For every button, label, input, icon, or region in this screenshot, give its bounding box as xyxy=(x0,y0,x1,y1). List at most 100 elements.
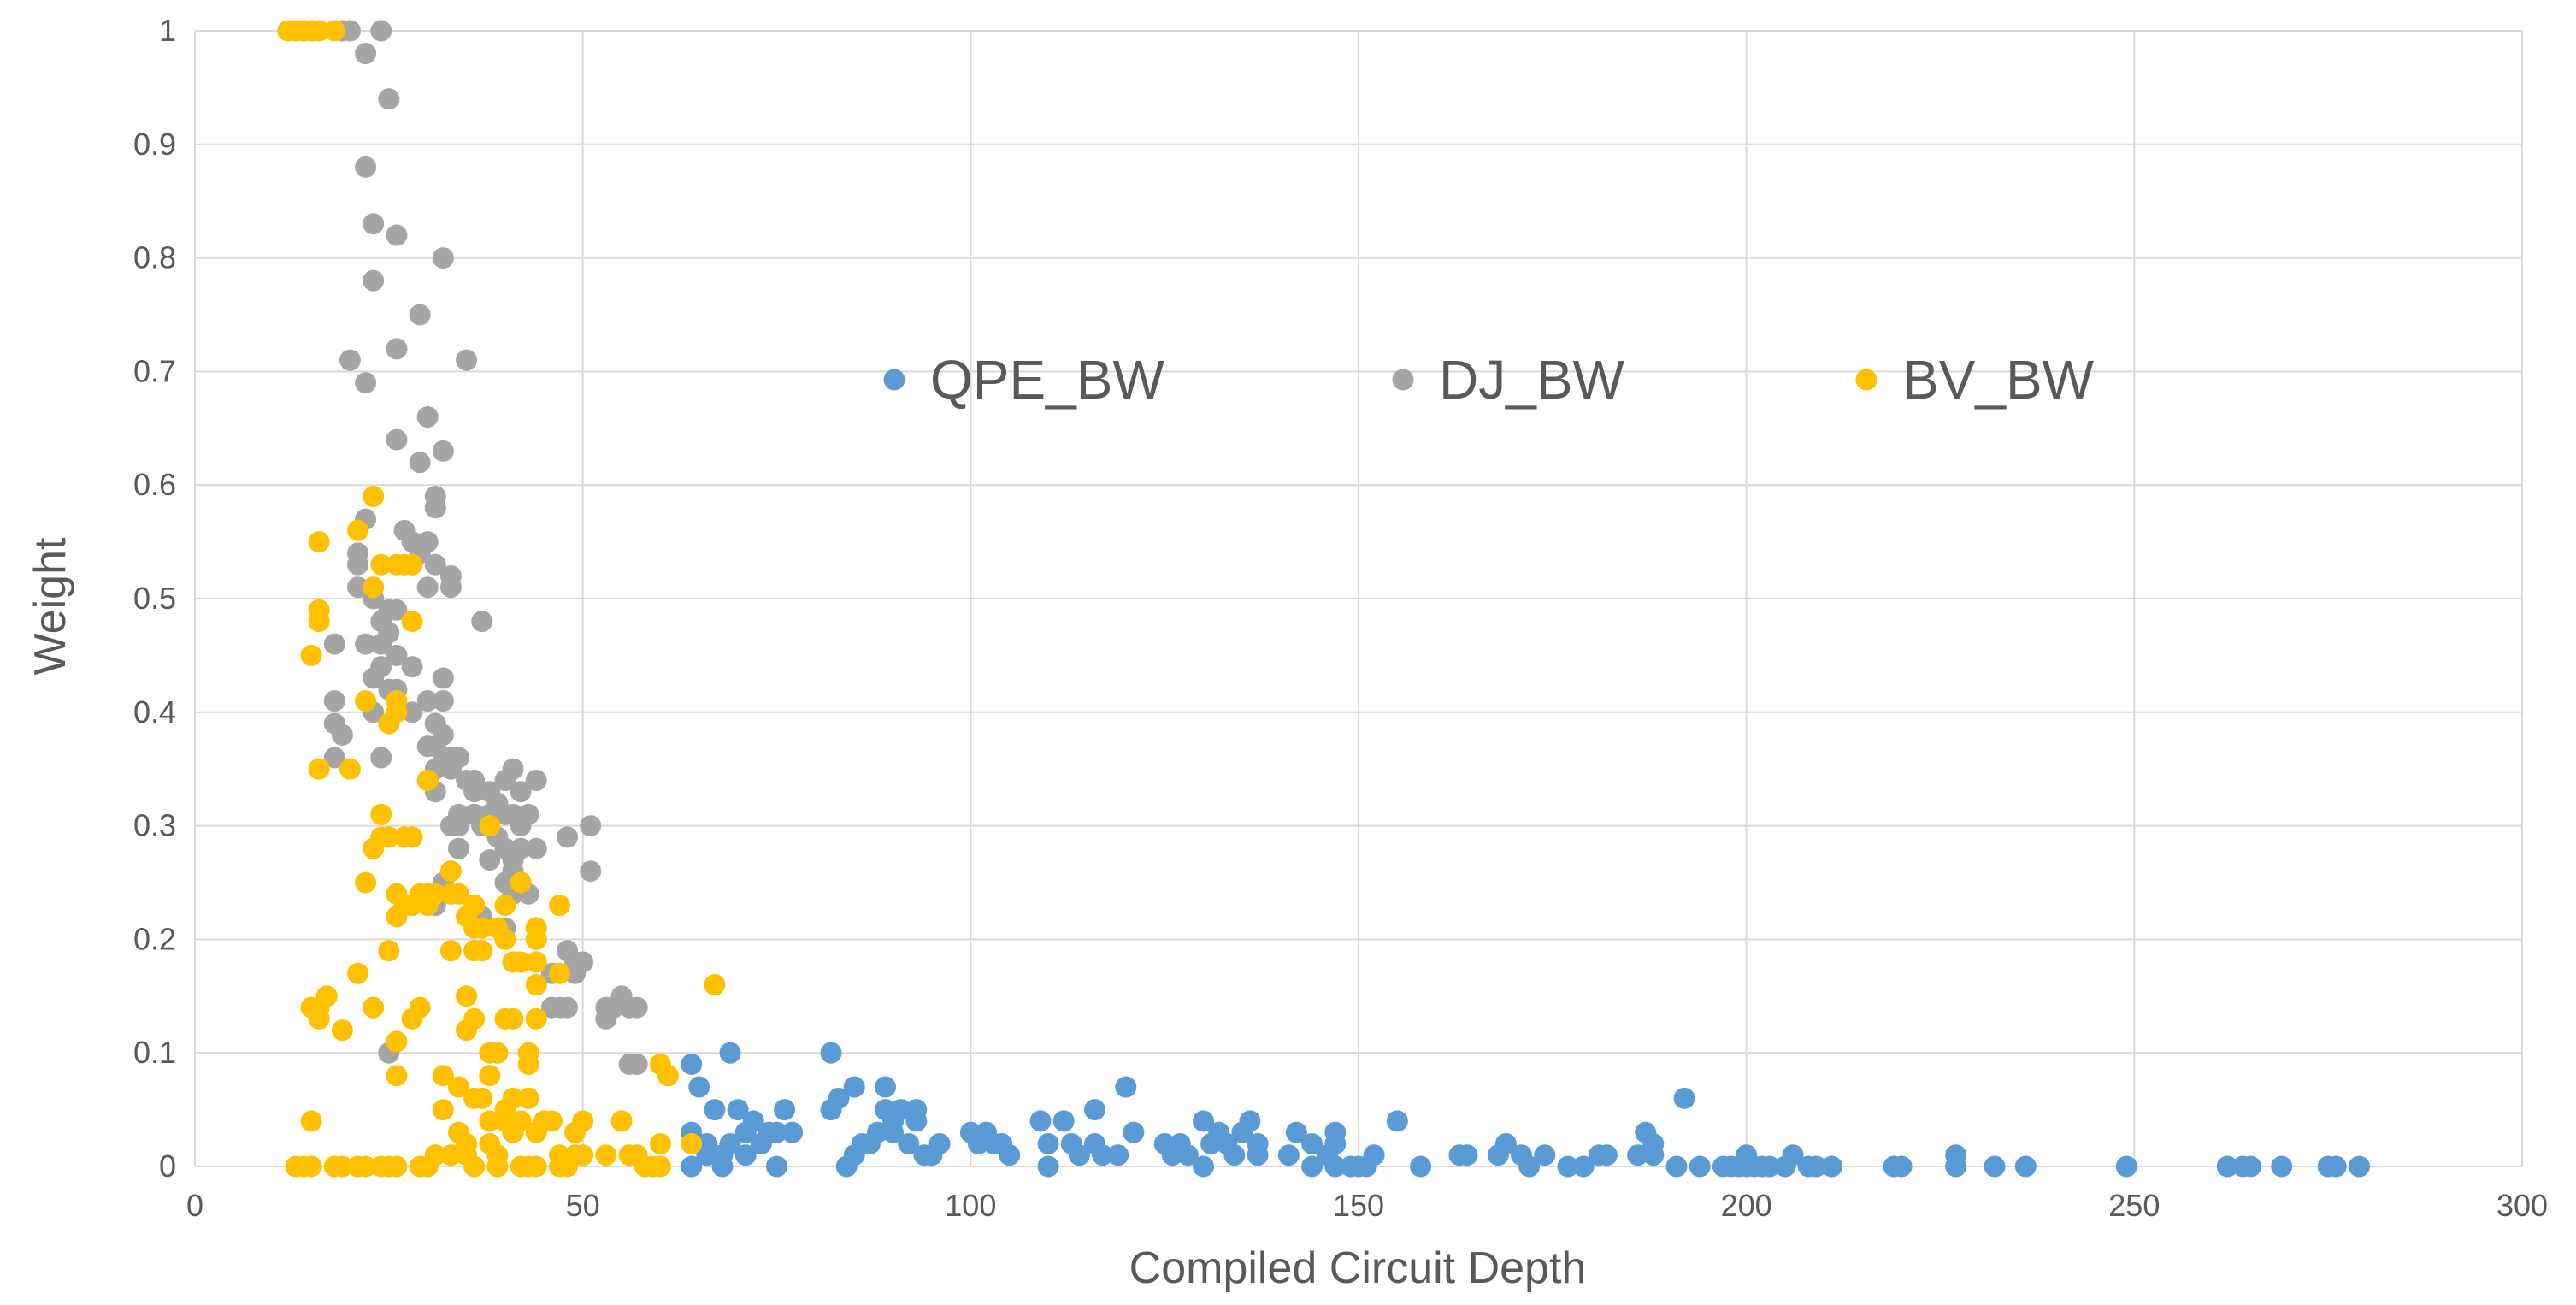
data-point xyxy=(1068,1144,1090,1166)
data-point xyxy=(409,304,431,326)
data-point xyxy=(1595,1144,1618,1166)
data-point xyxy=(386,224,408,246)
data-point xyxy=(432,690,454,712)
data-point xyxy=(1759,1155,1781,1178)
data-point xyxy=(323,633,345,655)
data-point xyxy=(626,996,648,1019)
data-point xyxy=(439,860,462,883)
data-point xyxy=(1782,1144,1804,1166)
data-point xyxy=(416,769,439,791)
data-point xyxy=(347,519,369,541)
data-point xyxy=(557,996,579,1019)
data-point xyxy=(416,690,439,712)
data-point xyxy=(347,553,369,576)
legend-label: QPE_BW xyxy=(930,349,1164,410)
data-point xyxy=(370,803,392,825)
gridlines xyxy=(194,30,2523,1167)
data-point xyxy=(355,871,377,894)
data-point xyxy=(432,1065,454,1087)
data-point xyxy=(1115,1076,1137,1098)
data-point xyxy=(502,1007,524,1030)
data-point xyxy=(1557,1155,1579,1178)
data-point xyxy=(774,1099,796,1121)
data-point xyxy=(308,20,330,42)
y-tick-label: 0.2 xyxy=(133,921,176,956)
data-point xyxy=(432,247,454,269)
data-point xyxy=(363,996,385,1019)
legend-label: BV_BW xyxy=(1902,349,2095,410)
data-point xyxy=(386,701,408,723)
data-point xyxy=(595,1144,617,1166)
data-point xyxy=(564,1121,587,1143)
data-point xyxy=(386,1030,408,1053)
data-point xyxy=(1176,1144,1199,1166)
data-point xyxy=(1494,1132,1517,1154)
data-point xyxy=(386,599,408,621)
data-point xyxy=(890,1099,912,1121)
data-point xyxy=(898,1132,920,1154)
data-point xyxy=(1363,1144,1385,1166)
data-point xyxy=(510,815,532,837)
data-point xyxy=(626,1053,648,1075)
data-point xyxy=(696,1144,718,1166)
data-point xyxy=(999,1144,1021,1166)
y-tick-label: 0.1 xyxy=(133,1035,176,1070)
data-point xyxy=(875,1076,897,1098)
data-point xyxy=(416,406,439,428)
data-point xyxy=(378,940,400,962)
data-point xyxy=(300,644,322,666)
data-point xyxy=(1123,1121,1145,1143)
data-point xyxy=(355,1155,377,1178)
data-point xyxy=(1301,1132,1323,1154)
data-point xyxy=(1037,1132,1059,1154)
data-point xyxy=(479,1110,501,1132)
data-point xyxy=(557,826,579,848)
data-point xyxy=(308,531,330,553)
data-point xyxy=(1642,1144,1665,1166)
data-point xyxy=(1572,1155,1595,1178)
data-point xyxy=(681,1053,703,1075)
data-point xyxy=(905,1099,928,1121)
data-point xyxy=(1820,1155,1842,1178)
data-point xyxy=(363,576,385,599)
data-point xyxy=(447,837,469,859)
legend-item-dj_bw: DJ_BW xyxy=(1392,349,1625,410)
data-point xyxy=(1277,1144,1300,1166)
data-point xyxy=(456,349,478,371)
data-point xyxy=(471,1087,493,1109)
data-point xyxy=(1665,1155,1688,1178)
data-point xyxy=(1324,1155,1347,1178)
x-tick-label: 200 xyxy=(1721,1188,1772,1223)
data-point xyxy=(409,452,431,474)
data-point xyxy=(416,531,439,553)
data-point xyxy=(681,1155,703,1178)
data-point xyxy=(331,723,353,746)
data-point xyxy=(510,871,532,894)
data-point xyxy=(378,88,400,110)
data-point xyxy=(649,1132,671,1154)
data-point xyxy=(347,576,369,599)
data-point xyxy=(401,895,423,917)
data-point xyxy=(525,928,547,950)
data-point xyxy=(300,1155,322,1178)
data-point xyxy=(486,1042,509,1064)
y-tick-label: 1 xyxy=(159,13,176,48)
data-point xyxy=(339,20,361,42)
data-points xyxy=(277,20,2370,1178)
data-point xyxy=(766,1121,787,1143)
data-point xyxy=(386,906,408,928)
data-point xyxy=(347,962,369,984)
data-point xyxy=(766,1155,787,1178)
data-point xyxy=(704,1099,726,1121)
data-point xyxy=(843,1076,865,1098)
data-point xyxy=(386,1065,408,1087)
y-axis-title: Weight xyxy=(26,537,75,675)
data-point xyxy=(363,667,385,689)
data-point xyxy=(548,962,570,984)
data-point xyxy=(416,1155,439,1178)
data-point xyxy=(1890,1155,1913,1178)
y-tick-label: 0.6 xyxy=(133,467,176,502)
series-dj_bw xyxy=(292,20,648,1075)
data-point xyxy=(2216,1155,2238,1178)
